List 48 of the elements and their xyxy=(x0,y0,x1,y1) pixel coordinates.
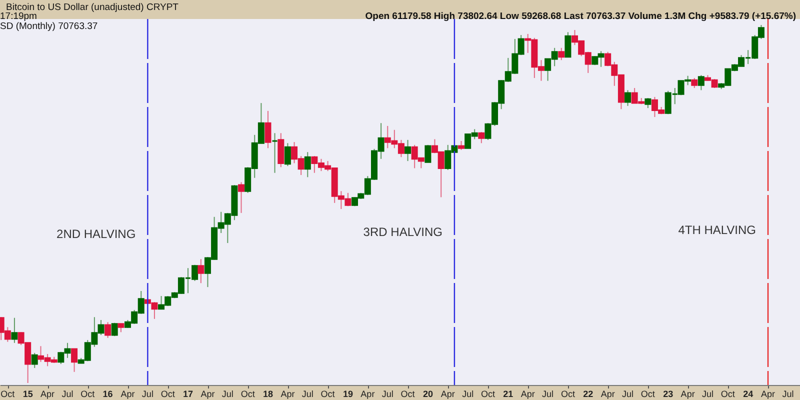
x-tick-label: Oct xyxy=(240,389,256,399)
x-tick-label: Oct xyxy=(480,389,496,399)
x-tick-label: Oct xyxy=(400,389,416,399)
x-tick-label: 20 xyxy=(422,389,433,399)
x-tick-label: Apr xyxy=(200,389,215,399)
x-tick-label: 19 xyxy=(342,389,353,399)
x-tick-label: 24 xyxy=(743,389,754,399)
x-tick-label: Oct xyxy=(320,389,336,399)
chart-title: Bitcoin to US Dollar (unadjusted) CRYPT xyxy=(6,2,179,13)
x-tick-label: Jul xyxy=(462,389,474,399)
x-tick-label: Apr xyxy=(280,389,295,399)
x-tick-label: Apr xyxy=(680,389,695,399)
x-tick-label: Jul xyxy=(302,389,314,399)
x-tick-label: Apr xyxy=(360,389,375,399)
x-tick-label: Oct xyxy=(80,389,96,399)
x-tick-label: Oct xyxy=(720,389,736,399)
x-tick-label: 23 xyxy=(663,389,674,399)
x-tick-label: Oct xyxy=(640,389,656,399)
x-tick-label: Jul xyxy=(542,389,554,399)
x-tick-label: Apr xyxy=(40,389,55,399)
x-tick-label: Jul xyxy=(622,389,634,399)
x-tick-label: Jul xyxy=(782,389,794,399)
x-tick-label: Oct xyxy=(560,389,576,399)
x-tick-label: 15 xyxy=(22,389,33,399)
x-tick-label: Apr xyxy=(520,389,535,399)
ref-line-label: 2ND HALVING xyxy=(56,227,136,241)
x-tick-label: 18 xyxy=(262,389,273,399)
x-tick-label: Oct xyxy=(160,389,176,399)
annotation: SD (Monthly) 70763.37 xyxy=(0,21,98,32)
x-tick-label: 21 xyxy=(503,389,514,399)
ref-line-label: 3RD HALVING xyxy=(363,225,442,239)
candlestick xyxy=(424,144,432,163)
x-tick-label: 17 xyxy=(182,389,194,399)
x-tick-label: Jul xyxy=(222,389,234,399)
x-tick-label: 22 xyxy=(583,389,594,399)
x-tick-label: Jul xyxy=(702,389,714,399)
ref-line-label: 4TH HALVING xyxy=(678,223,756,237)
x-tick-label: Jul xyxy=(142,389,154,399)
x-tick-label: Apr xyxy=(761,389,776,399)
x-tick-label: Jul xyxy=(382,389,394,399)
x-tick-label: Apr xyxy=(600,389,615,399)
text: Open 61179.58 High 73802.64 Low 59268.68 Last 70763.37 Volume 1.3M Chg +9583.79 (+15.67%) xyxy=(365,11,796,22)
x-tick-label: 16 xyxy=(102,389,113,399)
x-tick-label: Apr xyxy=(440,389,455,399)
x-tick-label: Jul xyxy=(62,389,74,399)
x-tick-label: Oct xyxy=(0,389,16,399)
x-tick-label: Apr xyxy=(120,389,135,399)
chart-subtitle: 17:19pm xyxy=(0,11,38,22)
